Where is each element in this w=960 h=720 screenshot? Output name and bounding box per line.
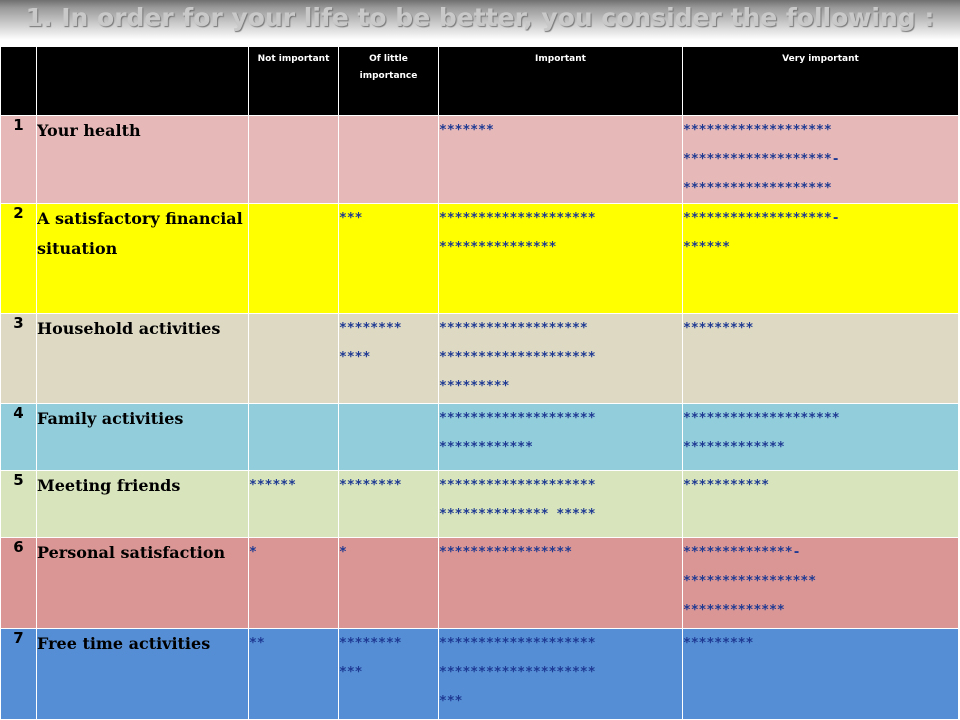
header-important: Important — [438, 46, 683, 116]
table-row: 7 Free time activities ** ******** *** *… — [0, 628, 959, 720]
table-header-row: Not important Of little importance Impor… — [0, 46, 959, 116]
table-row: 5 Meeting friends ****** ******** ******… — [0, 470, 959, 538]
row-number: 5 — [0, 470, 37, 538]
cell-not-important: ** — [248, 628, 339, 720]
cell-little-importance: *** — [338, 203, 439, 314]
cell-little-importance: ******** — [338, 470, 439, 538]
cell-little-importance: ******** **** — [338, 313, 439, 404]
cell-not-important — [248, 203, 339, 314]
cell-important: ******* — [438, 115, 683, 204]
cell-important: ******************** *******************… — [438, 628, 683, 720]
cell-very-important: ******************** ************* — [682, 403, 959, 471]
header-very-important: Very important — [682, 46, 959, 116]
cell-not-important: ****** — [248, 470, 339, 538]
row-number: 1 — [0, 115, 37, 204]
table-row: 6 Personal satisfaction * * ************… — [0, 537, 959, 629]
survey-table: Not important Of little importance Impor… — [0, 46, 959, 720]
cell-not-important: * — [248, 537, 339, 629]
cell-little-importance: ******** *** — [338, 628, 439, 720]
row-label: Household activities — [36, 313, 249, 404]
row-label: A satisfactory financial situation — [36, 203, 249, 314]
cell-important: ******************** ************ — [438, 403, 683, 471]
cell-very-important: **************- ***************** ******… — [682, 537, 959, 629]
table-row: 2 A satisfactory financial situation ***… — [0, 203, 959, 314]
header-num-blank — [0, 46, 37, 116]
header-item-blank — [36, 46, 249, 116]
cell-little-importance — [338, 403, 439, 471]
row-number: 2 — [0, 203, 37, 314]
table-row: 4 Family activities ********************… — [0, 403, 959, 471]
cell-very-important: *********** — [682, 470, 959, 538]
cell-little-importance: * — [338, 537, 439, 629]
cell-very-important: *******************- ****** — [682, 203, 959, 314]
cell-important: ******************* ********************… — [438, 313, 683, 404]
cell-important: ***************** — [438, 537, 683, 629]
cell-important: ******************** *************** — [438, 203, 683, 314]
row-label: Meeting friends — [36, 470, 249, 538]
cell-important: ******************** ************** ****… — [438, 470, 683, 538]
row-label: Family activities — [36, 403, 249, 471]
row-number: 7 — [0, 628, 37, 720]
header-not-important: Not important — [248, 46, 339, 116]
cell-not-important — [248, 313, 339, 404]
cell-very-important: ********* — [682, 313, 959, 404]
header-little-importance: Of little importance — [338, 46, 439, 116]
row-label: Free time activities — [36, 628, 249, 720]
page-title: 1. In order for your life to be better, … — [25, 3, 935, 32]
cell-little-importance — [338, 115, 439, 204]
row-number: 4 — [0, 403, 37, 471]
cell-not-important — [248, 403, 339, 471]
cell-not-important — [248, 115, 339, 204]
table-row: 1 Your health ******* ******************… — [0, 115, 959, 204]
cell-very-important: ******************* *******************-… — [682, 115, 959, 204]
row-number: 6 — [0, 537, 37, 629]
row-label: Personal satisfaction — [36, 537, 249, 629]
row-label: Your health — [36, 115, 249, 204]
cell-very-important: ********* — [682, 628, 959, 720]
table-row: 3 Household activities ******** **** ***… — [0, 313, 959, 404]
row-number: 3 — [0, 313, 37, 404]
